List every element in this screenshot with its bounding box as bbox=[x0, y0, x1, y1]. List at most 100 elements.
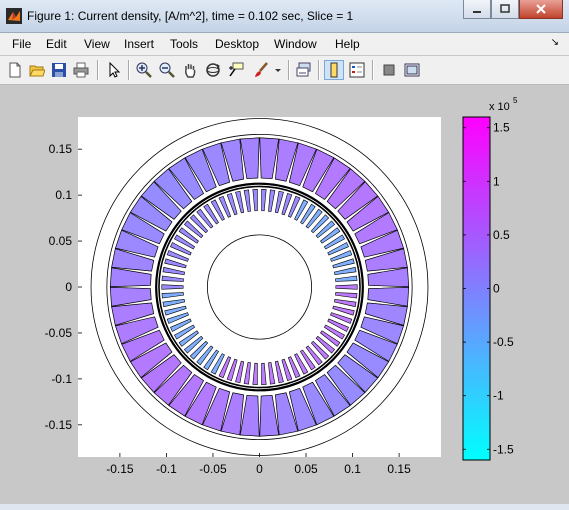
menu-tools[interactable]: Tools bbox=[170, 37, 199, 51]
rotor-slot bbox=[310, 340, 330, 360]
print-figure-button[interactable] bbox=[71, 60, 91, 80]
colorbar-tick-label: -1 bbox=[493, 389, 504, 403]
menu-view[interactable]: View bbox=[84, 37, 110, 51]
rotor-slot bbox=[164, 258, 187, 269]
rotor-slot bbox=[315, 220, 336, 239]
legend-icon bbox=[349, 62, 365, 78]
stator-slot bbox=[337, 354, 379, 393]
rotor-slot bbox=[178, 227, 199, 244]
stator-slot bbox=[346, 342, 389, 378]
rotor-slot bbox=[335, 292, 358, 299]
stator-slot bbox=[337, 181, 379, 220]
title-bar[interactable]: Figure 1: Current density, [A/m^2], time… bbox=[0, 0, 569, 33]
rotor-slot bbox=[226, 192, 238, 216]
colorbar-tick-label: 1 bbox=[493, 174, 500, 188]
rotor-slot bbox=[300, 203, 316, 225]
stator-slot bbox=[367, 286, 410, 307]
rotor-slot bbox=[287, 195, 301, 218]
stator-slot bbox=[302, 148, 335, 193]
rotor-slot bbox=[268, 189, 276, 212]
plot-svg: -0.15 -0.1 -0.05 0 0.05 0.1 0.15 0.150.10.050-… bbox=[45, 96, 518, 476]
colorbar-tick-label: 0 bbox=[493, 282, 500, 296]
colorbar-icon bbox=[330, 62, 338, 78]
maximize-button[interactable] bbox=[491, 0, 519, 19]
edit-plot-button[interactable] bbox=[104, 60, 124, 80]
rotor-slot bbox=[335, 284, 358, 290]
brush-button[interactable] bbox=[251, 60, 271, 80]
toolbar-separator bbox=[372, 60, 374, 80]
menu-edit[interactable]: Edit bbox=[46, 37, 67, 51]
rotate-3d-button[interactable] bbox=[203, 60, 223, 80]
save-figure-button[interactable] bbox=[49, 60, 69, 80]
rotor-slot bbox=[166, 312, 189, 324]
rotor-slot bbox=[218, 356, 232, 379]
stator-slot bbox=[115, 316, 159, 345]
rotor-slot bbox=[210, 199, 225, 221]
close-button[interactable] bbox=[519, 0, 563, 19]
colorbar-tick-label: 1.5 bbox=[493, 121, 510, 135]
x-tick-label: 0.05 bbox=[294, 462, 318, 476]
link-plot-button[interactable] bbox=[294, 60, 314, 80]
x-tick-label: 0 bbox=[256, 462, 263, 476]
rotor-slot bbox=[174, 234, 196, 250]
x-tick-label: 0.15 bbox=[387, 462, 411, 476]
colorbar-tick-label: 0.5 bbox=[493, 228, 510, 242]
menu-file[interactable]: File bbox=[12, 37, 32, 51]
rotor-slot bbox=[252, 188, 258, 212]
rotor-slot bbox=[330, 250, 353, 262]
minimize-button[interactable] bbox=[463, 0, 491, 19]
rotor-slot bbox=[327, 318, 349, 332]
rotor-slot bbox=[261, 188, 267, 212]
menu-bar: File Edit View Insert Tools Desktop Wind… bbox=[0, 33, 569, 55]
dock-arrow-icon[interactable]: ↘ bbox=[550, 37, 559, 48]
data-cursor-button[interactable] bbox=[226, 60, 246, 80]
colorbar-exponent-label: x 10 bbox=[489, 101, 510, 113]
menu-help[interactable]: Help bbox=[335, 37, 360, 51]
brush-dropdown[interactable] bbox=[272, 60, 284, 80]
y-axis-ticks: 0.15 0.1 0.05 0 -0.05 -0.1 -0.15 bbox=[45, 142, 82, 432]
y-tick-label: -0.05 bbox=[45, 326, 73, 340]
toolbar-separator bbox=[288, 60, 290, 80]
chevron-down-icon bbox=[275, 69, 281, 72]
zoom-out-icon bbox=[159, 62, 175, 78]
rotor-slot bbox=[161, 275, 184, 282]
menu-desktop[interactable]: Desktop bbox=[215, 37, 260, 51]
rotor-slot bbox=[210, 353, 225, 375]
rotor-slot bbox=[268, 362, 276, 385]
motor-cross-section bbox=[90, 118, 429, 456]
colorbar[interactable] bbox=[462, 116, 491, 461]
zoom-in-button[interactable] bbox=[134, 60, 154, 80]
zoom-out-button[interactable] bbox=[157, 60, 177, 80]
matlab-icon bbox=[6, 8, 22, 24]
pan-button[interactable] bbox=[180, 60, 200, 80]
colorbar-exponent-value: 5 bbox=[513, 96, 518, 105]
new-figure-button[interactable] bbox=[5, 60, 25, 80]
rotor-slot bbox=[320, 330, 341, 347]
x-tick-label: -0.05 bbox=[199, 462, 227, 476]
plot-axes[interactable] bbox=[78, 117, 441, 457]
stator-slot bbox=[239, 394, 260, 437]
stator-slot bbox=[315, 157, 351, 200]
hide-plot-tools-button[interactable] bbox=[379, 60, 399, 80]
open-file-button[interactable] bbox=[27, 60, 47, 80]
x-axis-ticks: -0.15 -0.1 -0.05 0 0.05 0.1 0.15 bbox=[106, 453, 411, 476]
menu-window[interactable]: Window bbox=[274, 37, 317, 51]
rotor-slot bbox=[330, 312, 353, 324]
printer-icon bbox=[73, 62, 89, 78]
menu-insert[interactable]: Insert bbox=[124, 37, 155, 51]
rotor-slot bbox=[226, 358, 238, 382]
stator-slot bbox=[315, 374, 351, 417]
maximize-icon bbox=[500, 4, 510, 13]
rotor-slot bbox=[203, 203, 219, 225]
close-icon bbox=[536, 4, 546, 14]
rotate-3d-icon bbox=[206, 63, 220, 77]
show-plot-tools-button[interactable] bbox=[402, 60, 422, 80]
arrow-pointer-icon bbox=[109, 62, 121, 78]
save-disk-icon bbox=[52, 63, 66, 77]
rotor-slot bbox=[274, 190, 284, 214]
minimize-icon bbox=[473, 11, 481, 13]
colorbar-button[interactable] bbox=[324, 60, 344, 80]
legend-button[interactable] bbox=[347, 60, 367, 80]
rotor-slot bbox=[294, 353, 309, 375]
rotor-slot bbox=[281, 192, 293, 216]
